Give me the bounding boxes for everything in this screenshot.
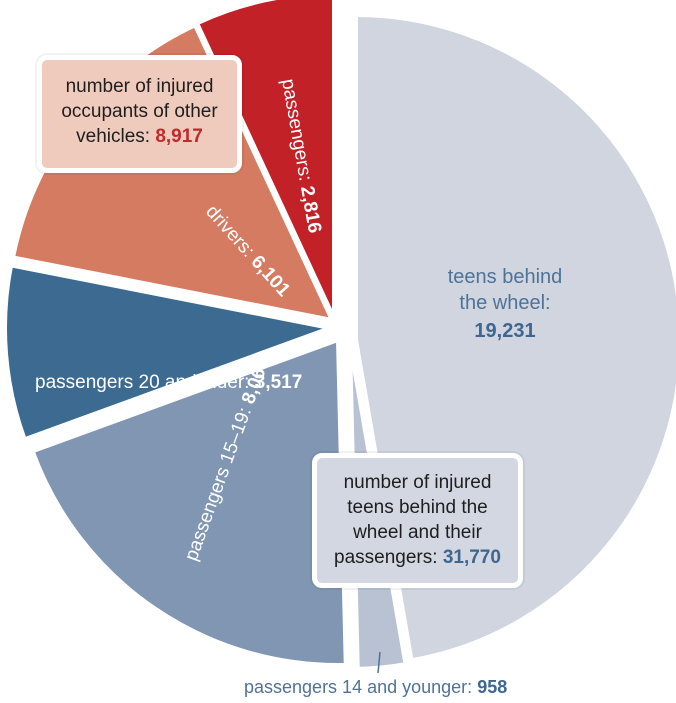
- label-passengers-14-text: passengers 14 and younger:: [244, 677, 473, 697]
- callout-teens-total: number of injured teens behind the wheel…: [312, 453, 523, 588]
- leader-line-passengers-14: [377, 651, 381, 674]
- pie-slice-p20: [3, 263, 338, 442]
- label-teens-line1: teens behind: [448, 266, 563, 288]
- pie-slice-p1519: [30, 337, 348, 667]
- label-passengers-14-value: 958: [477, 677, 508, 697]
- callout-other-value: 8,917: [155, 126, 203, 147]
- label-passengers-20-older-text: passengers 20 and older:: [35, 372, 249, 393]
- callout-other-line3: vehicles:: [76, 126, 151, 147]
- label-teens-value: 19,231: [474, 320, 535, 342]
- callout-teens-line3: wheel and their: [353, 522, 482, 543]
- callout-teens-line1: number of injured: [343, 472, 492, 493]
- callout-teens-line4-wrap: passengers: 31,770: [317, 545, 518, 570]
- callout-other-line3-wrap: vehicles: 8,917: [42, 124, 237, 149]
- label-passengers-20-older-value: 3,517: [255, 372, 303, 393]
- callout-other-vehicles: number of injured occupants of other veh…: [37, 55, 242, 173]
- callout-teens-line2: teens behind the: [347, 497, 488, 518]
- label-passengers-14-younger: passengers 14 and younger: 958: [244, 677, 507, 698]
- callout-teens-value: 31,770: [442, 547, 501, 568]
- label-passengers-20-older: passengers 20 and older: 3,517: [35, 372, 302, 393]
- label-teens-line2: the wheel:: [459, 292, 550, 314]
- callout-other-line1: number of injured: [65, 76, 214, 97]
- callout-teens-line4: passengers:: [334, 547, 438, 568]
- callout-other-line2: occupants of other: [61, 101, 218, 122]
